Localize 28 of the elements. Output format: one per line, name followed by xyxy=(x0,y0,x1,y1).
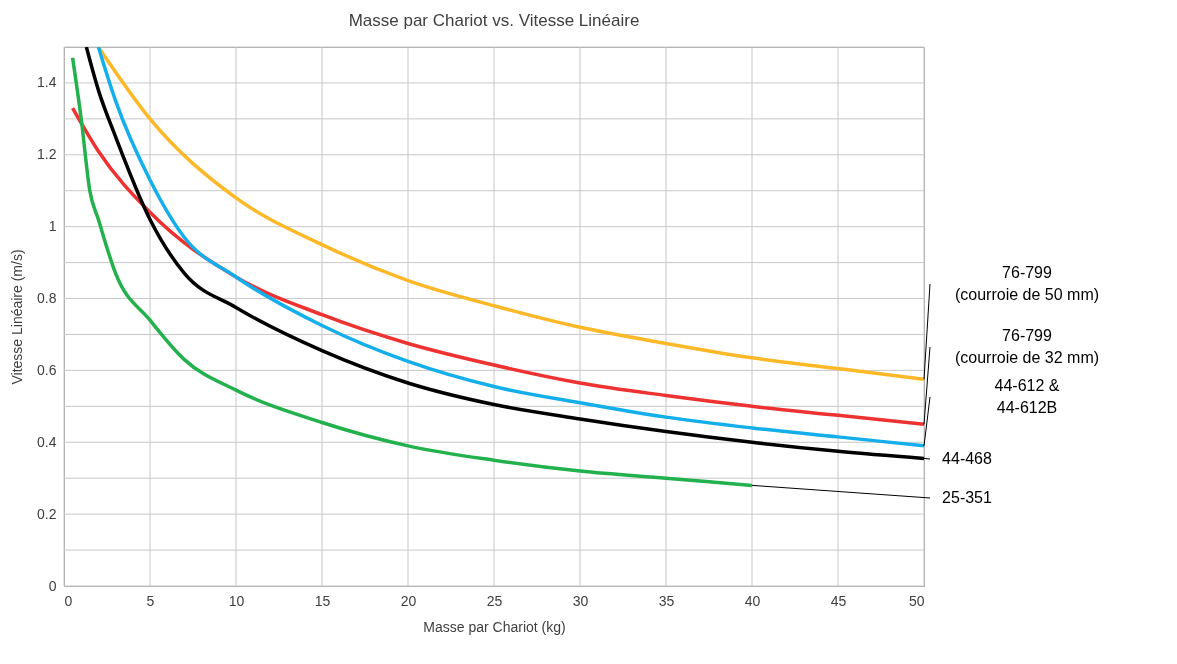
y-axis-title: Vitesse Linéaire (m/s) xyxy=(9,249,26,385)
y-tick-label: 0.4 xyxy=(37,433,57,450)
x-tick-label: 35 xyxy=(658,592,675,609)
text: 44-612 & 44-612B xyxy=(994,377,1060,416)
y-tick-label: 0.2 xyxy=(37,505,57,522)
x-tick-label: 50 xyxy=(908,592,925,609)
text: 76-799 (courroie de 50 mm) xyxy=(954,264,1100,303)
x-tick-label: 15 xyxy=(314,592,331,609)
legend-label: 44-468 xyxy=(942,450,993,467)
y-tick-label: 0 xyxy=(48,577,57,594)
y-tick-label: 0.8 xyxy=(37,290,57,307)
y-tick-label: 1.2 xyxy=(37,146,57,163)
text: 76-799 (courroie de 32 mm) xyxy=(954,327,1100,366)
x-tick-label: 30 xyxy=(572,592,589,609)
y-tick-label: 1 xyxy=(48,218,57,235)
chart-title: Masse par Chariot vs. Vitesse Linéaire xyxy=(348,11,640,31)
x-tick-label: 0 xyxy=(64,592,73,609)
x-tick-label: 45 xyxy=(830,592,847,609)
x-tick-label: 20 xyxy=(400,592,417,609)
x-tick-label: 40 xyxy=(744,592,761,609)
y-tick-label: 0.6 xyxy=(37,361,57,378)
y-tick-label: 1.4 xyxy=(37,74,57,91)
x-tick-label: 10 xyxy=(228,592,245,609)
line-series xyxy=(70,56,754,488)
x-tick-label: 5 xyxy=(146,592,155,609)
x-tick-label: 25 xyxy=(486,592,503,609)
text: 25-351 xyxy=(942,489,993,506)
x-axis-title: Masse par Chariot (kg) xyxy=(423,618,566,635)
